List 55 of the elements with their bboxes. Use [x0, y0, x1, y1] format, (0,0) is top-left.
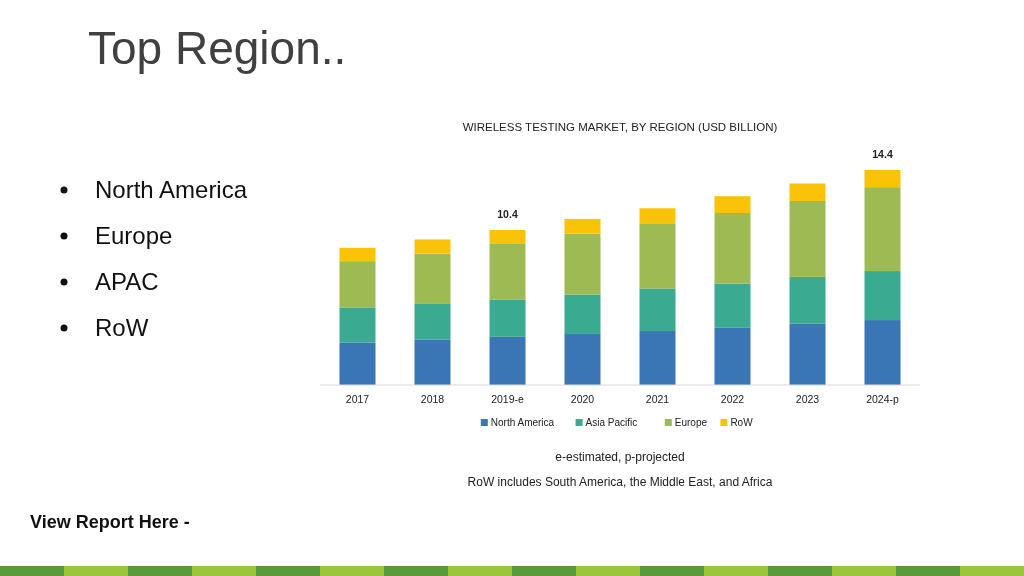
- bar: [714, 196, 751, 213]
- bar: [639, 223, 676, 289]
- bar: [564, 294, 601, 335]
- chart-subtitle: WIRELESS TESTING MARKET, BY REGION (USD BILLION): [462, 121, 778, 133]
- bar: [339, 307, 376, 343]
- bar: [339, 342, 376, 385]
- text: RoW includes South America, the Middle East, and Africa: [467, 475, 773, 489]
- bar: [864, 271, 901, 321]
- bar: [339, 247, 376, 262]
- text: e-estimated, p-projected: [555, 450, 685, 464]
- legend-label: Europe: [674, 417, 708, 428]
- x-tick-label: 2019-e: [491, 393, 524, 405]
- bar: [564, 233, 601, 295]
- x-tick-label: 2020: [570, 393, 595, 405]
- chart-title: Top Region..: [88, 22, 347, 74]
- legend-label: Asia Pacific: [585, 417, 638, 428]
- x-tick-label: 2017: [345, 393, 370, 405]
- bar: [864, 187, 901, 272]
- bar: [789, 200, 826, 277]
- bar: [864, 320, 901, 385]
- legend-label: RoW: [730, 417, 754, 428]
- bar: [789, 276, 826, 324]
- bar: [414, 253, 451, 304]
- bar: [714, 327, 751, 385]
- bar: [639, 288, 676, 332]
- x-tick-label: 2021: [645, 393, 670, 405]
- annotation: 10.4: [497, 207, 518, 220]
- bar: [414, 239, 451, 254]
- bar: [864, 170, 901, 188]
- x-tick-label: 2023: [795, 393, 820, 405]
- text: North America: [95, 176, 248, 203]
- bar: [489, 336, 526, 385]
- bar: [489, 243, 526, 300]
- bar: [414, 339, 451, 385]
- bar: [489, 299, 526, 337]
- bar: [639, 208, 676, 224]
- bar: [414, 303, 451, 340]
- text: RoW: [95, 314, 149, 341]
- text: Europe: [95, 222, 173, 249]
- bar: [339, 261, 376, 308]
- x-tick-label: 2024-p: [866, 393, 899, 405]
- bar: [564, 219, 601, 234]
- text: View Report Here -: [30, 512, 190, 532]
- bar: [714, 213, 751, 284]
- bar: [789, 183, 826, 201]
- bar: [564, 334, 601, 385]
- bar: [789, 323, 826, 385]
- bar: [639, 331, 676, 385]
- x-tick-label: 2018: [420, 393, 445, 405]
- bar: [489, 229, 526, 244]
- bar: [714, 283, 751, 328]
- annotation: 14.4: [872, 148, 893, 160]
- x-tick-label: 2022: [720, 393, 745, 405]
- text: APAC: [95, 268, 159, 295]
- legend-label: North America: [490, 417, 555, 428]
